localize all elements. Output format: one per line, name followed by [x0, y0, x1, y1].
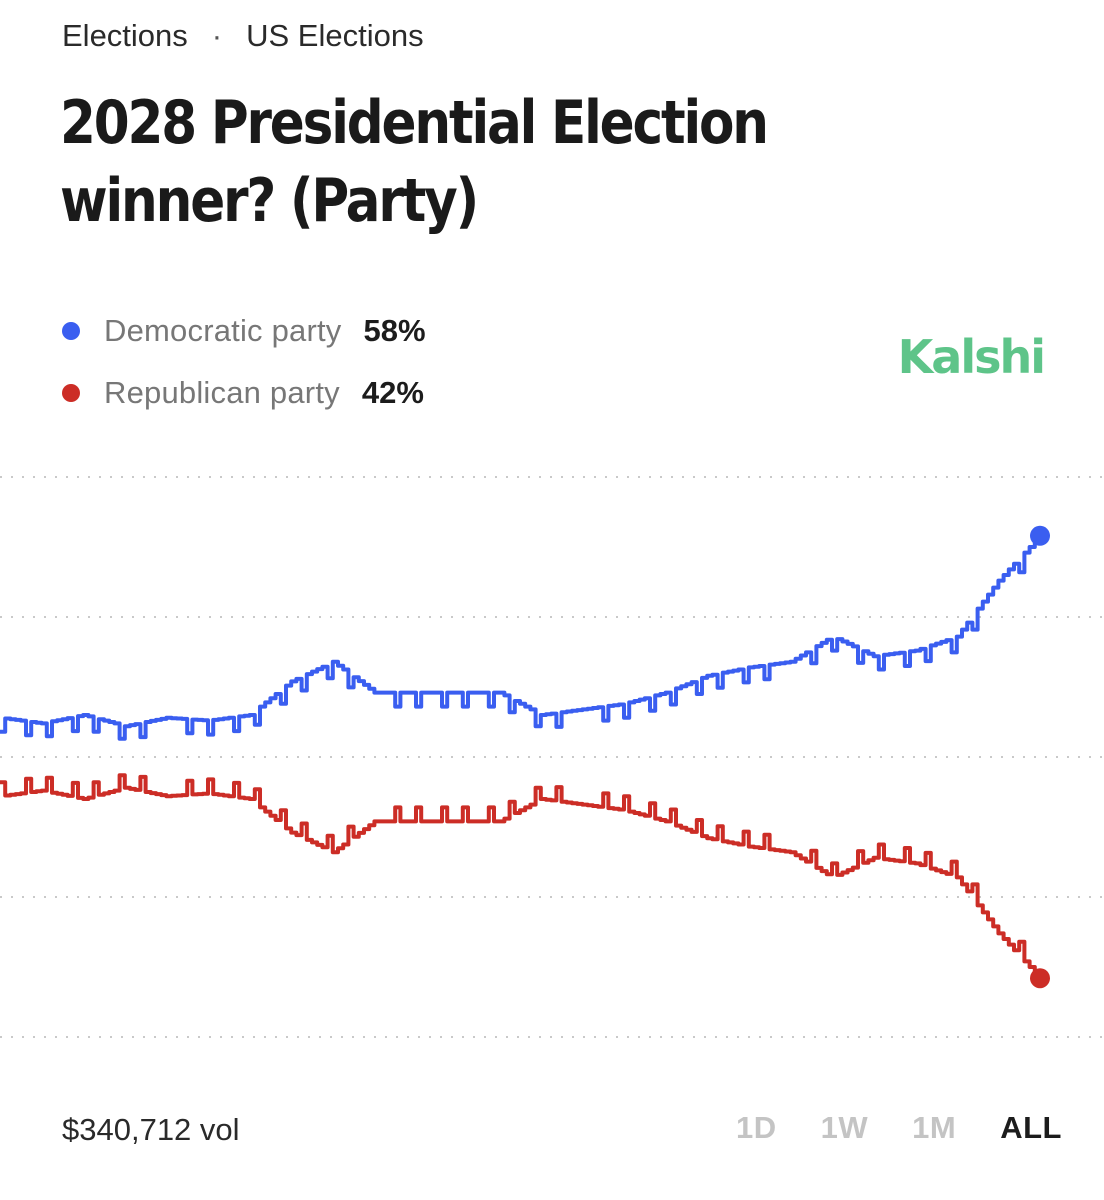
legend-label-democratic: Democratic party: [104, 313, 342, 348]
democratic-dot-icon: [62, 322, 80, 340]
range-1w-button[interactable]: 1W: [820, 1110, 869, 1145]
republican-dot-icon: [62, 384, 80, 402]
series-endpoint-republican: [1030, 968, 1050, 989]
legend-label-republican: Republican party: [104, 375, 340, 410]
series-line-republican: [0, 773, 1042, 979]
range-1d-button[interactable]: 1D: [736, 1110, 777, 1145]
series-endpoint-democratic: [1030, 525, 1050, 546]
volume-label: $340,712 vol: [62, 1112, 240, 1147]
kalshi-logo: Kalshi: [897, 330, 1046, 384]
price-chart[interactable]: [0, 420, 1104, 1080]
page-title: 2028 Presidential Election winner? (Part…: [60, 88, 769, 236]
breadcrumb: Elections · US Elections: [62, 18, 424, 54]
series-line-democratic: [0, 535, 1042, 741]
breadcrumb-separator: ·: [211, 18, 223, 53]
breadcrumb-us-elections[interactable]: US Elections: [246, 18, 424, 53]
time-range-selector: 1D 1W 1M ALL: [692, 1110, 1062, 1146]
legend-value-republican: 42%: [361, 375, 424, 410]
legend-item-democratic: Democratic party 58%: [62, 300, 426, 362]
legend-item-republican: Republican party 42%: [62, 362, 426, 424]
legend-value-democratic: 58%: [363, 313, 426, 348]
range-all-button[interactable]: ALL: [1000, 1110, 1062, 1145]
breadcrumb-elections[interactable]: Elections: [62, 18, 188, 53]
range-1m-button[interactable]: 1M: [912, 1110, 957, 1145]
chart-legend: Democratic party 58% Republican party 42…: [62, 300, 426, 424]
